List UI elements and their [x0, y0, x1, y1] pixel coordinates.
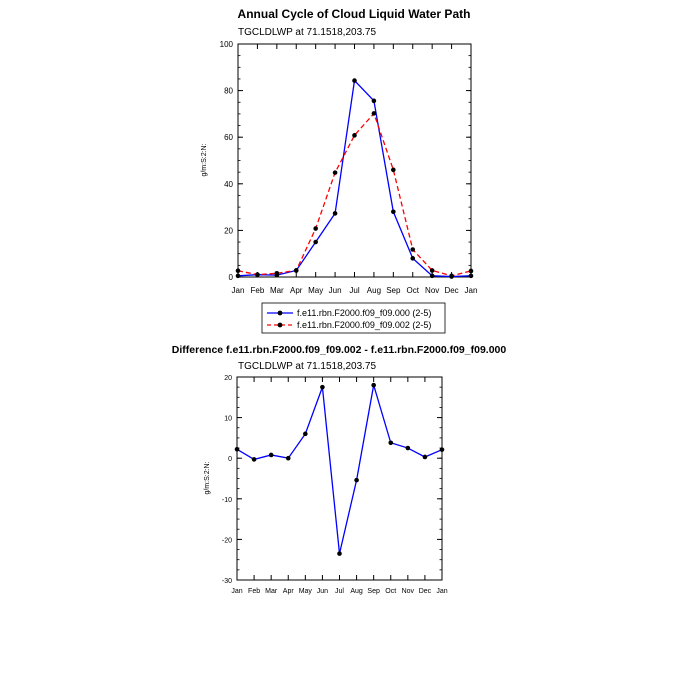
chart1-xtick-label: Jun	[329, 286, 342, 295]
chart1-xtick-label: Feb	[251, 286, 265, 295]
chart2-series-1-point	[337, 551, 342, 556]
chart1-ytick-label: 100	[220, 40, 234, 49]
chart1-xtick-label: Jan	[465, 286, 478, 295]
chart1-series-1-point	[371, 98, 377, 104]
chart1-series-1-point	[429, 273, 435, 279]
chart2-subtitle: TGCLDLWP at 71.1518,203.75	[238, 361, 376, 372]
chart1-series-2-point	[449, 273, 454, 279]
chart1-series-1-point	[352, 78, 357, 83]
legend-marker-series-1	[277, 310, 283, 316]
chart1-series-1-point	[313, 239, 318, 245]
chart1-title: Annual Cycle of Cloud Liquid Water Path	[238, 7, 471, 21]
chart2-xtick-label: Feb	[248, 588, 260, 595]
chart2-xtick-label: Mar	[265, 588, 278, 595]
chart1-xtick-label: Apr	[290, 286, 303, 295]
chart1-series-2-point	[410, 247, 416, 252]
chart2-series-1-point	[439, 447, 445, 452]
annual-cycle-chart: Annual Cycle of Cloud Liquid Water Path …	[201, 7, 477, 295]
chart1-series-2-point	[429, 268, 435, 273]
chart2-xtick-label: Nov	[402, 588, 415, 595]
chart1-ytick-label: 0	[229, 273, 234, 282]
chart2-ytick-label: -30	[222, 578, 232, 585]
chart1-ylabel: g/m:S:2:N:	[201, 143, 208, 176]
chart1-xtick-label: Oct	[407, 286, 420, 295]
chart1-series-1-point	[391, 209, 396, 215]
legend-box	[261, 302, 446, 334]
chart1-subtitle: TGCLDLWP at 71.1518,203.75	[238, 27, 376, 38]
chart1-xtick-label: Jul	[349, 286, 359, 295]
chart1-series-2-point	[352, 133, 357, 138]
chart2-series	[234, 382, 445, 556]
chart2-xtick-label: Jan	[231, 588, 242, 595]
chart1-xtick-label: Dec	[444, 286, 458, 295]
chart1-series-1-line	[237, 79, 472, 278]
chart1-y-axis: 0 20 40 60 80 100	[220, 40, 471, 282]
chart1-series-1-point	[235, 273, 241, 279]
legend-marker-series-2	[277, 322, 283, 328]
chart2-series-1-point	[303, 431, 308, 437]
chart1-ytick-label: 20	[224, 226, 233, 235]
chart2-ytick-label: 10	[224, 416, 232, 423]
chart1-series-2-point	[391, 167, 396, 173]
chart2-ytick-label: -10	[222, 497, 232, 504]
chart1-series-2-point	[293, 268, 299, 273]
chart2-series-1-point	[388, 440, 394, 446]
chart2-ylabel: g/m:S:2:N:	[204, 461, 211, 494]
chart2-ytick-label: 0	[228, 456, 232, 463]
chart2-series-1-point	[251, 457, 257, 462]
chart1-xtick-label: Jan	[232, 286, 245, 295]
chart2-xtick-label: Sep	[367, 588, 380, 595]
chart2-series-1-point	[354, 477, 359, 483]
chart2-series-1-point	[268, 452, 274, 458]
chart1-ytick-label: 80	[224, 87, 233, 96]
chart2-xtick-label: Jan	[436, 588, 447, 595]
difference-chart: Difference f.e11.rbn.F2000.f09_f09.002 -…	[172, 344, 507, 595]
chart1-series-2-point	[468, 268, 474, 274]
chart2-series-1-point	[405, 445, 411, 451]
chart1-series-1-point	[332, 211, 338, 216]
chart1-series-2-point	[371, 111, 377, 116]
chart1-xtick-label: May	[308, 286, 323, 295]
chart1-ytick-label: 40	[224, 180, 233, 189]
chart1-legend: f.e11.rbn.F2000.f09_f09.000 (2-5) f.e11.…	[261, 302, 446, 334]
chart2-x-axis: Jan Feb Mar Apr May Jun Jul Aug Sep Oct Nov Dec Jan	[231, 377, 448, 595]
chart2-ytick-label: 20	[224, 375, 232, 382]
chart2-xtick-label: Apr	[283, 588, 295, 595]
chart1-x-axis: Jan Feb Mar Apr May Jun Jul Aug Sep Oct Nov Dec Jan	[232, 44, 478, 295]
chart1-series	[235, 78, 474, 279]
chart2-xtick-label: Jun	[317, 588, 328, 595]
chart2-ytick-label: -20	[222, 537, 232, 544]
chart1-ytick-label: 60	[224, 133, 233, 142]
chart1-series-1-point	[410, 256, 416, 261]
chart1-xtick-label: Aug	[367, 286, 381, 295]
chart1-series-2-line	[237, 112, 472, 277]
chart1-series-1-point	[468, 273, 474, 279]
legend-label-series-2: f.e11.rbn.F2000.f09_f09.002 (2-5)	[297, 320, 431, 330]
chart2-xtick-label: Jul	[335, 588, 344, 595]
chart2-xtick-label: Oct	[385, 588, 396, 595]
chart2-xtick-label: Aug	[350, 588, 363, 595]
chart2-title: Difference f.e11.rbn.F2000.f09_f09.002 -…	[172, 344, 507, 356]
chart2-series-1-point	[371, 382, 376, 388]
chart1-xtick-label: Nov	[425, 286, 439, 295]
chart2-series-1-point	[320, 384, 325, 390]
chart2-xtick-label: Dec	[419, 588, 432, 595]
chart2-series-1-point	[285, 455, 291, 461]
chart2-xtick-label: May	[299, 588, 313, 595]
chart1-series-2-point	[255, 272, 260, 277]
chart2-series-1-line	[236, 384, 443, 554]
chart1-series-2-point	[332, 170, 338, 175]
chart2-series-1-point	[234, 446, 240, 452]
chart2-y-axis: -30 -20 -10 0 10 20	[222, 375, 442, 585]
chart1-xtick-label: Sep	[386, 286, 401, 295]
chart1-series-2-point	[235, 268, 241, 274]
chart2-series-1-point	[422, 454, 428, 460]
legend-label-series-1: f.e11.rbn.F2000.f09_f09.000 (2-5)	[297, 308, 431, 318]
chart1-series-2-point	[313, 226, 318, 231]
chart1-xtick-label: Mar	[270, 286, 284, 295]
chart1-series-2-point	[274, 270, 280, 276]
